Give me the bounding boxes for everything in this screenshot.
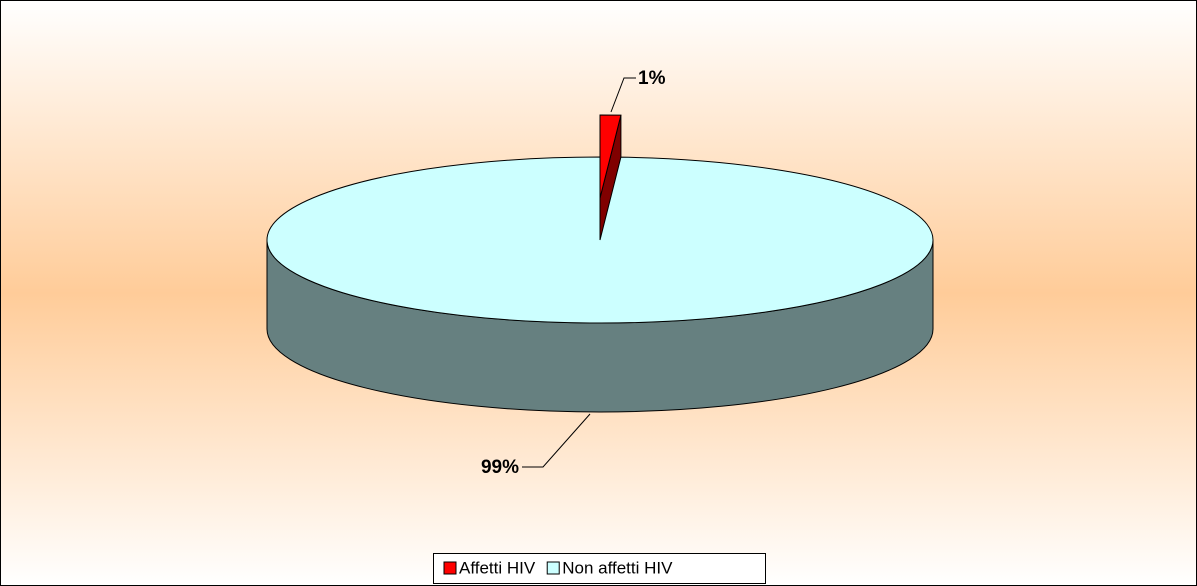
legend-label: Affetti HIV — [459, 558, 536, 577]
legend-swatch — [546, 561, 560, 575]
data-label: 99% — [481, 457, 519, 478]
leader-line — [522, 413, 591, 468]
pie-slice — [266, 156, 934, 324]
data-label: 1% — [638, 68, 666, 89]
leader-line — [610, 77, 636, 113]
legend-swatch — [443, 561, 457, 575]
legend-label: Non affetti HIV — [562, 558, 673, 577]
legend — [433, 553, 766, 584]
pie — [266, 114, 934, 413]
pie-slice — [599, 114, 622, 199]
legend-items: Affetti HIV Non affetti HIV — [443, 558, 673, 577]
